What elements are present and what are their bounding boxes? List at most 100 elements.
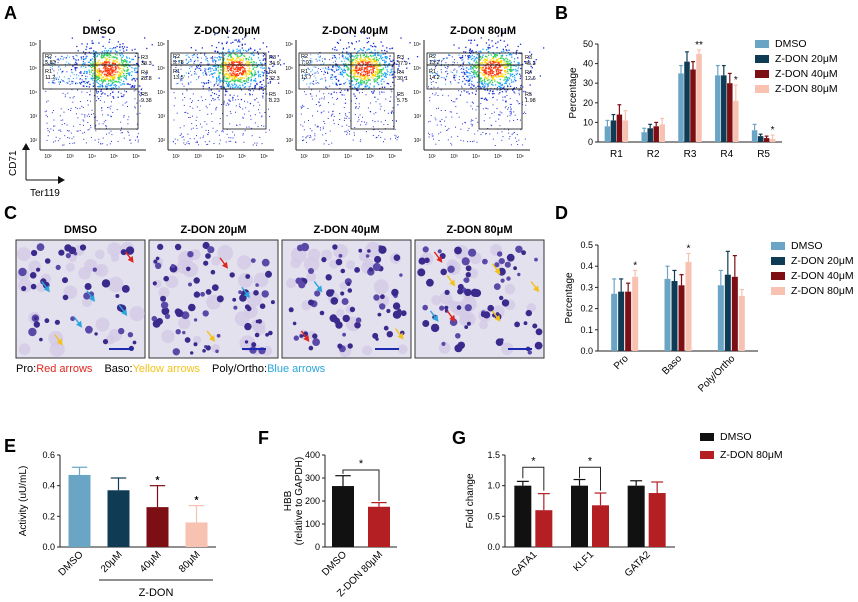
density-dot bbox=[103, 56, 105, 58]
left-dot bbox=[181, 62, 182, 64]
density-dot bbox=[97, 91, 99, 93]
left-dot bbox=[86, 76, 88, 78]
density-dot bbox=[488, 39, 490, 41]
density-dot bbox=[83, 81, 85, 83]
left-dot bbox=[321, 78, 323, 80]
left-dot bbox=[188, 82, 190, 84]
sparse-dot bbox=[116, 109, 118, 111]
sparse-dot bbox=[523, 111, 525, 113]
density-dot bbox=[347, 68, 349, 70]
density-dot bbox=[361, 75, 363, 77]
density-dot bbox=[366, 60, 368, 62]
density-dot bbox=[112, 91, 114, 93]
density-dot bbox=[351, 42, 353, 44]
sparse-dot bbox=[139, 85, 141, 87]
sparse-dot bbox=[455, 98, 457, 100]
density-dot bbox=[104, 61, 106, 63]
sparse-dot bbox=[346, 134, 348, 136]
density-dot bbox=[235, 73, 237, 76]
density-dot bbox=[493, 78, 495, 81]
left-dot bbox=[185, 58, 187, 60]
density-dot bbox=[81, 63, 84, 65]
left-dot bbox=[462, 66, 464, 68]
density-dot bbox=[488, 79, 490, 81]
density-dot bbox=[83, 85, 85, 87]
sparse-dot bbox=[198, 144, 200, 146]
nucleated-cell bbox=[120, 249, 127, 256]
sparse-dot bbox=[179, 135, 181, 136]
left-dot bbox=[62, 71, 64, 73]
nucleated-cell bbox=[261, 290, 269, 298]
density-dot bbox=[240, 63, 242, 66]
density-dot bbox=[249, 102, 252, 105]
flow-title: Z-DON 40μM bbox=[322, 25, 388, 37]
sparse-dot bbox=[139, 94, 140, 96]
density-dot bbox=[386, 56, 388, 58]
density-dot bbox=[104, 74, 106, 76]
sparse-dot bbox=[136, 113, 138, 115]
density-dot bbox=[117, 96, 119, 98]
left-dot bbox=[307, 62, 309, 64]
density-dot bbox=[234, 76, 236, 79]
density-dot bbox=[241, 72, 244, 74]
sparse-dot bbox=[435, 119, 437, 121]
density-dot bbox=[110, 66, 112, 69]
density-dot bbox=[145, 73, 147, 75]
sparse-dot bbox=[512, 132, 514, 134]
left-dot bbox=[215, 60, 217, 62]
density-dot bbox=[481, 61, 483, 64]
sparse-dot bbox=[485, 133, 487, 135]
left-dot bbox=[311, 61, 313, 63]
sparse-dot bbox=[525, 90, 527, 92]
density-dot bbox=[489, 81, 491, 83]
sparse-dot bbox=[196, 140, 198, 142]
density-dot bbox=[468, 61, 470, 64]
density-dot bbox=[223, 86, 225, 88]
sparse-dot bbox=[430, 87, 432, 89]
sparse-dot bbox=[509, 98, 511, 100]
density-dot bbox=[480, 37, 482, 39]
sparse-dot bbox=[215, 109, 217, 111]
density-dot bbox=[91, 40, 93, 42]
density-dot bbox=[117, 76, 119, 79]
bar-R2-1 bbox=[641, 132, 647, 142]
sparse-dot bbox=[97, 86, 99, 88]
density-dot bbox=[220, 56, 222, 58]
density-dot bbox=[232, 61, 234, 63]
nucleated-cell bbox=[193, 342, 198, 347]
sparse-dot bbox=[229, 111, 231, 113]
density-dot bbox=[482, 66, 484, 68]
density-dot bbox=[132, 78, 134, 80]
nucleated-cell bbox=[249, 346, 257, 354]
density-dot bbox=[126, 70, 128, 72]
left-dot bbox=[178, 61, 180, 62]
density-dot bbox=[226, 76, 228, 78]
sparse-dot bbox=[183, 142, 185, 144]
density-dot bbox=[515, 53, 517, 55]
density-dot bbox=[245, 74, 248, 76]
density-dot bbox=[237, 78, 239, 80]
nucleated-cell bbox=[250, 258, 256, 263]
density-dot bbox=[361, 83, 363, 85]
density-dot bbox=[108, 65, 110, 67]
density-dot bbox=[233, 60, 236, 62]
density-dot bbox=[375, 46, 377, 48]
density-dot bbox=[251, 74, 253, 76]
density-dot bbox=[529, 70, 532, 72]
y-tick: 10² bbox=[158, 138, 166, 144]
density-dot bbox=[221, 65, 223, 67]
sparse-dot bbox=[242, 108, 244, 110]
density-dot bbox=[358, 61, 360, 63]
nucleated-cell bbox=[160, 301, 169, 309]
x-tick: 10² bbox=[172, 154, 180, 160]
density-dot bbox=[340, 73, 343, 76]
left-dot bbox=[198, 75, 200, 77]
density-dot bbox=[492, 75, 495, 77]
density-dot bbox=[214, 34, 216, 36]
density-dot bbox=[231, 70, 233, 72]
left-dot bbox=[302, 77, 304, 78]
density-dot bbox=[110, 72, 112, 74]
left-dot bbox=[188, 56, 190, 58]
sparse-dot bbox=[192, 93, 194, 95]
sparse-dot bbox=[498, 114, 500, 116]
